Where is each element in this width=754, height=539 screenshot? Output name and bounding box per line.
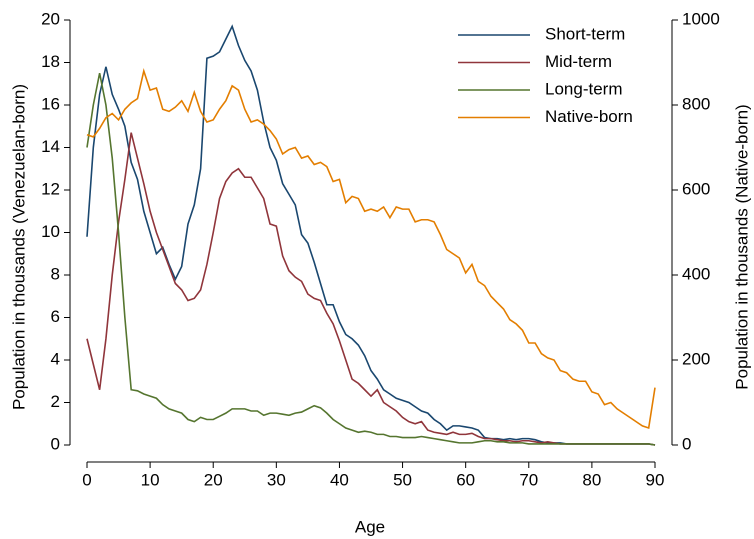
y2-axis-label: Population in thousands (Native-born) (732, 104, 751, 389)
y-tick-label: 16 (41, 94, 60, 113)
y-tick-label: 12 (41, 179, 60, 198)
x-tick-label: 30 (267, 470, 286, 489)
y-tick-label: 4 (51, 349, 60, 368)
series-line (86, 24, 656, 446)
legend-label: Mid-term (545, 52, 612, 71)
legend-label: Native-born (545, 107, 633, 126)
y2-tick-label: 0 (682, 434, 691, 453)
y-tick-label: 14 (41, 137, 60, 156)
x-tick-label: 40 (330, 470, 349, 489)
y2-tick-label: 1000 (682, 9, 720, 28)
x-tick-label: 0 (82, 470, 91, 489)
y2-tick-label: 400 (682, 264, 710, 283)
x-tick-label: 60 (456, 470, 475, 489)
y-tick-label: 10 (41, 222, 60, 241)
x-tick-label: 70 (519, 470, 538, 489)
legend-label: Short-term (545, 24, 625, 43)
y-axis-label: Population in thousands (Venezuelan-born… (9, 84, 28, 410)
x-axis-label: Age (355, 517, 385, 536)
x-tick-label: 50 (393, 470, 412, 489)
y-tick-label: 18 (41, 52, 60, 71)
x-tick-label: 10 (141, 470, 160, 489)
y-tick-label: 2 (51, 392, 60, 411)
y2-tick-label: 200 (682, 349, 710, 368)
legend-label: Long-term (545, 79, 622, 98)
y2-tick-label: 800 (682, 94, 710, 113)
y-tick-label: 6 (51, 307, 60, 326)
x-tick-label: 90 (646, 470, 665, 489)
x-tick-label: 80 (582, 470, 601, 489)
y-tick-label: 0 (51, 434, 60, 453)
y2-tick-label: 600 (682, 179, 710, 198)
x-tick-label: 20 (204, 470, 223, 489)
series-line (86, 68, 656, 430)
y-tick-label: 20 (41, 9, 60, 28)
series-line (86, 72, 656, 446)
series-line (86, 132, 656, 446)
y-tick-label: 8 (51, 264, 60, 283)
